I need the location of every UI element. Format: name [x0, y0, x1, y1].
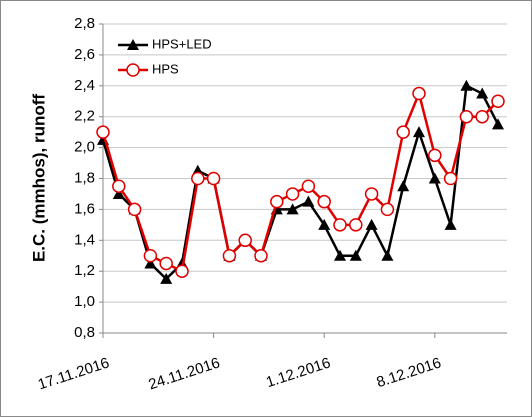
data-point: [175, 264, 189, 278]
y-tick-label: 1,6: [74, 200, 95, 217]
data-point: [459, 109, 474, 124]
data-point: [285, 187, 300, 201]
data-point: [127, 202, 142, 217]
data-point: [397, 180, 410, 192]
legend-label: HPS+LED: [152, 36, 212, 51]
data-point: [491, 94, 505, 108]
data-point: [396, 125, 410, 139]
data-point: [492, 118, 504, 130]
data-point: [460, 79, 473, 91]
data-point: [96, 125, 110, 139]
data-point: [476, 87, 489, 99]
data-point: [428, 148, 442, 163]
data-point: [413, 126, 425, 138]
data-point: [112, 187, 125, 199]
y-tick-label: 1,0: [74, 293, 95, 310]
data-point: [365, 218, 378, 230]
data-point: [286, 203, 299, 215]
data-point: [475, 109, 489, 124]
data-point: [191, 171, 205, 186]
data-point: [317, 194, 331, 209]
data-point: [444, 218, 457, 230]
data-point: [412, 86, 426, 101]
data-point: [143, 249, 158, 263]
y-tick-label: 1,8: [74, 169, 95, 186]
data-point: [270, 194, 284, 209]
y-tick-label: 2,0: [74, 139, 95, 156]
y-tick-label: 2,6: [74, 46, 95, 63]
data-point: [364, 187, 379, 201]
data-point: [112, 179, 126, 193]
data-point: [301, 179, 316, 193]
y-tick-label: 0,8: [74, 324, 95, 341]
data-point: [428, 172, 441, 184]
y-tick-label: 2,4: [74, 77, 95, 94]
data-point: [349, 249, 362, 261]
data-point: [206, 171, 221, 186]
data-point: [381, 249, 394, 261]
y-tick-label: 2,8: [74, 15, 95, 32]
data-point: [144, 257, 157, 269]
y-tick-label: 2,2: [74, 108, 95, 125]
data-point: [222, 249, 237, 263]
legend-marker: [126, 63, 140, 77]
data-point: [334, 249, 346, 261]
y-axis-label: E.C. (mmhos), runoff: [29, 94, 48, 262]
data-point: [238, 233, 252, 248]
data-point: [160, 272, 173, 284]
series-line: [101, 83, 500, 281]
data-point: [302, 195, 315, 207]
legend-marker: [127, 39, 139, 50]
data-point: [318, 218, 331, 230]
data-point: [380, 202, 395, 217]
y-tick-label: 1,4: [74, 231, 95, 248]
y-tick-label: 1,2: [74, 262, 95, 279]
data-point: [443, 171, 458, 186]
data-point: [254, 249, 268, 263]
data-point: [349, 218, 363, 232]
data-point: [159, 256, 173, 271]
data-point: [333, 218, 347, 232]
legend-label: HPS: [152, 61, 179, 76]
